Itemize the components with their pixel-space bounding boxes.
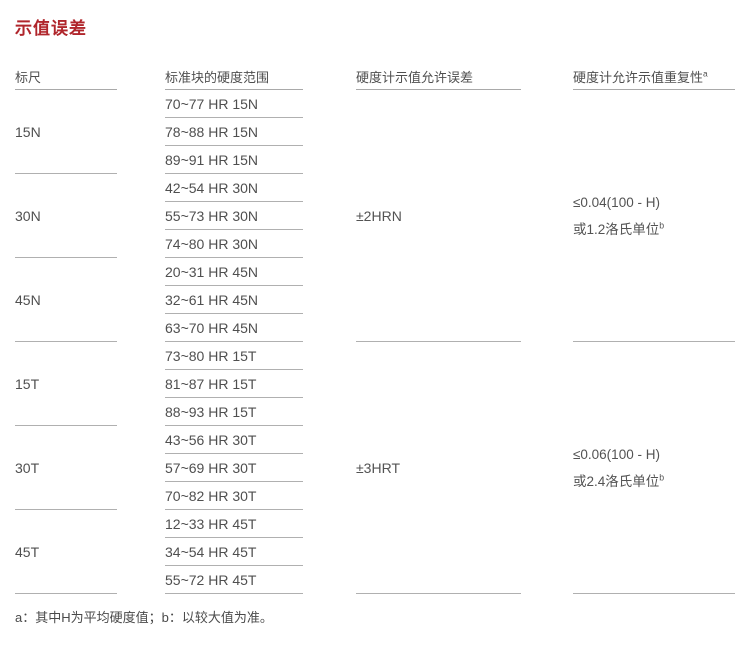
error-cell-hrn: ±2HRN: [356, 90, 521, 342]
header-scale-label: 标尺: [15, 70, 42, 85]
scale-cell-15n: 15N: [15, 90, 117, 174]
error-value: ±3HRT: [356, 459, 400, 476]
repeatability-cell-hrt: ≤0.06(100 - H) 或2.4洛氏单位b: [573, 342, 735, 594]
header-error-label: 硬度计示值允许误差: [356, 70, 474, 85]
header-range: 标准块的硬度范围: [165, 67, 303, 90]
repeatability-formula: ≤0.04(100 - H): [573, 194, 660, 210]
column-range: 标准块的硬度范围 70~77 HR 15N 78~88 HR 15N 89~91…: [165, 67, 356, 594]
repeatability-alt-text: 或2.4洛氏单位: [573, 473, 660, 489]
column-error: 硬度计示值允许误差 ±2HRN ±3HRT: [356, 67, 573, 594]
range-cell: 81~87 HR 15T: [165, 370, 303, 398]
scale-cell-45n: 45N: [15, 258, 117, 342]
repeatability-alt: 或2.4洛氏单位b: [573, 468, 664, 495]
repeatability-alt: 或1.2洛氏单位b: [573, 216, 664, 243]
range-cell: 88~93 HR 15T: [165, 398, 303, 426]
repeatability-alt-sup: b: [659, 472, 665, 482]
range-cell: 78~88 HR 15N: [165, 118, 303, 146]
range-cell: 55~72 HR 45T: [165, 566, 303, 594]
footnote: a：其中H为平均硬度值；b：以较大值为准。: [15, 610, 273, 625]
header-repeatability-sup: a: [703, 68, 708, 79]
range-cell: 70~77 HR 15N: [165, 90, 303, 118]
header-error: 硬度计示值允许误差: [356, 67, 521, 90]
scale-label: 45T: [15, 543, 40, 560]
scale-cell-30t: 30T: [15, 426, 117, 510]
scale-cell-30n: 30N: [15, 174, 117, 258]
range-cell: 57~69 HR 30T: [165, 454, 303, 482]
range-cell: 42~54 HR 30N: [165, 174, 303, 202]
header-repeatability-label: 硬度计允许示值重复性: [573, 70, 704, 85]
range-cell: 70~82 HR 30T: [165, 482, 303, 510]
range-cell: 73~80 HR 15T: [165, 342, 303, 370]
scale-cell-15t: 15T: [15, 342, 117, 426]
range-cell: 74~80 HR 30N: [165, 230, 303, 258]
range-cell: 12~33 HR 45T: [165, 510, 303, 538]
repeatability-cell-hrn: ≤0.04(100 - H) 或1.2洛氏单位b: [573, 90, 735, 342]
scale-label: 45N: [15, 291, 41, 308]
header-repeatability: 硬度计允许示值重复性a: [573, 67, 735, 90]
scale-label: 15N: [15, 123, 41, 140]
scale-cell-45t: 45T: [15, 510, 117, 594]
range-cell: 34~54 HR 45T: [165, 538, 303, 566]
scale-label: 30N: [15, 207, 41, 224]
tolerance-table: 标尺 15N 30N 45N 15T 30T 45T 标准块: [15, 67, 750, 594]
error-value: ±2HRN: [356, 207, 402, 224]
range-cell: 89~91 HR 15N: [165, 146, 303, 174]
header-range-label: 标准块的硬度范围: [165, 70, 270, 85]
range-cell: 32~61 HR 45N: [165, 286, 303, 314]
page-title: 示值误差: [15, 19, 87, 38]
range-cell: 63~70 HR 45N: [165, 314, 303, 342]
error-cell-hrt: ±3HRT: [356, 342, 521, 594]
scale-label: 15T: [15, 375, 40, 392]
repeatability-alt-text: 或1.2洛氏单位: [573, 221, 660, 237]
scale-label: 30T: [15, 459, 40, 476]
range-cell: 55~73 HR 30N: [165, 202, 303, 230]
repeatability-alt-sup: b: [659, 220, 665, 230]
repeatability-formula: ≤0.06(100 - H): [573, 446, 660, 462]
column-repeatability: 硬度计允许示值重复性a ≤0.04(100 - H) 或1.2洛氏单位b ≤0.…: [573, 67, 750, 594]
column-scale: 标尺 15N 30N 45N 15T 30T 45T: [15, 67, 165, 594]
range-cell: 20~31 HR 45N: [165, 258, 303, 286]
header-scale: 标尺: [15, 67, 117, 90]
range-cell: 43~56 HR 30T: [165, 426, 303, 454]
